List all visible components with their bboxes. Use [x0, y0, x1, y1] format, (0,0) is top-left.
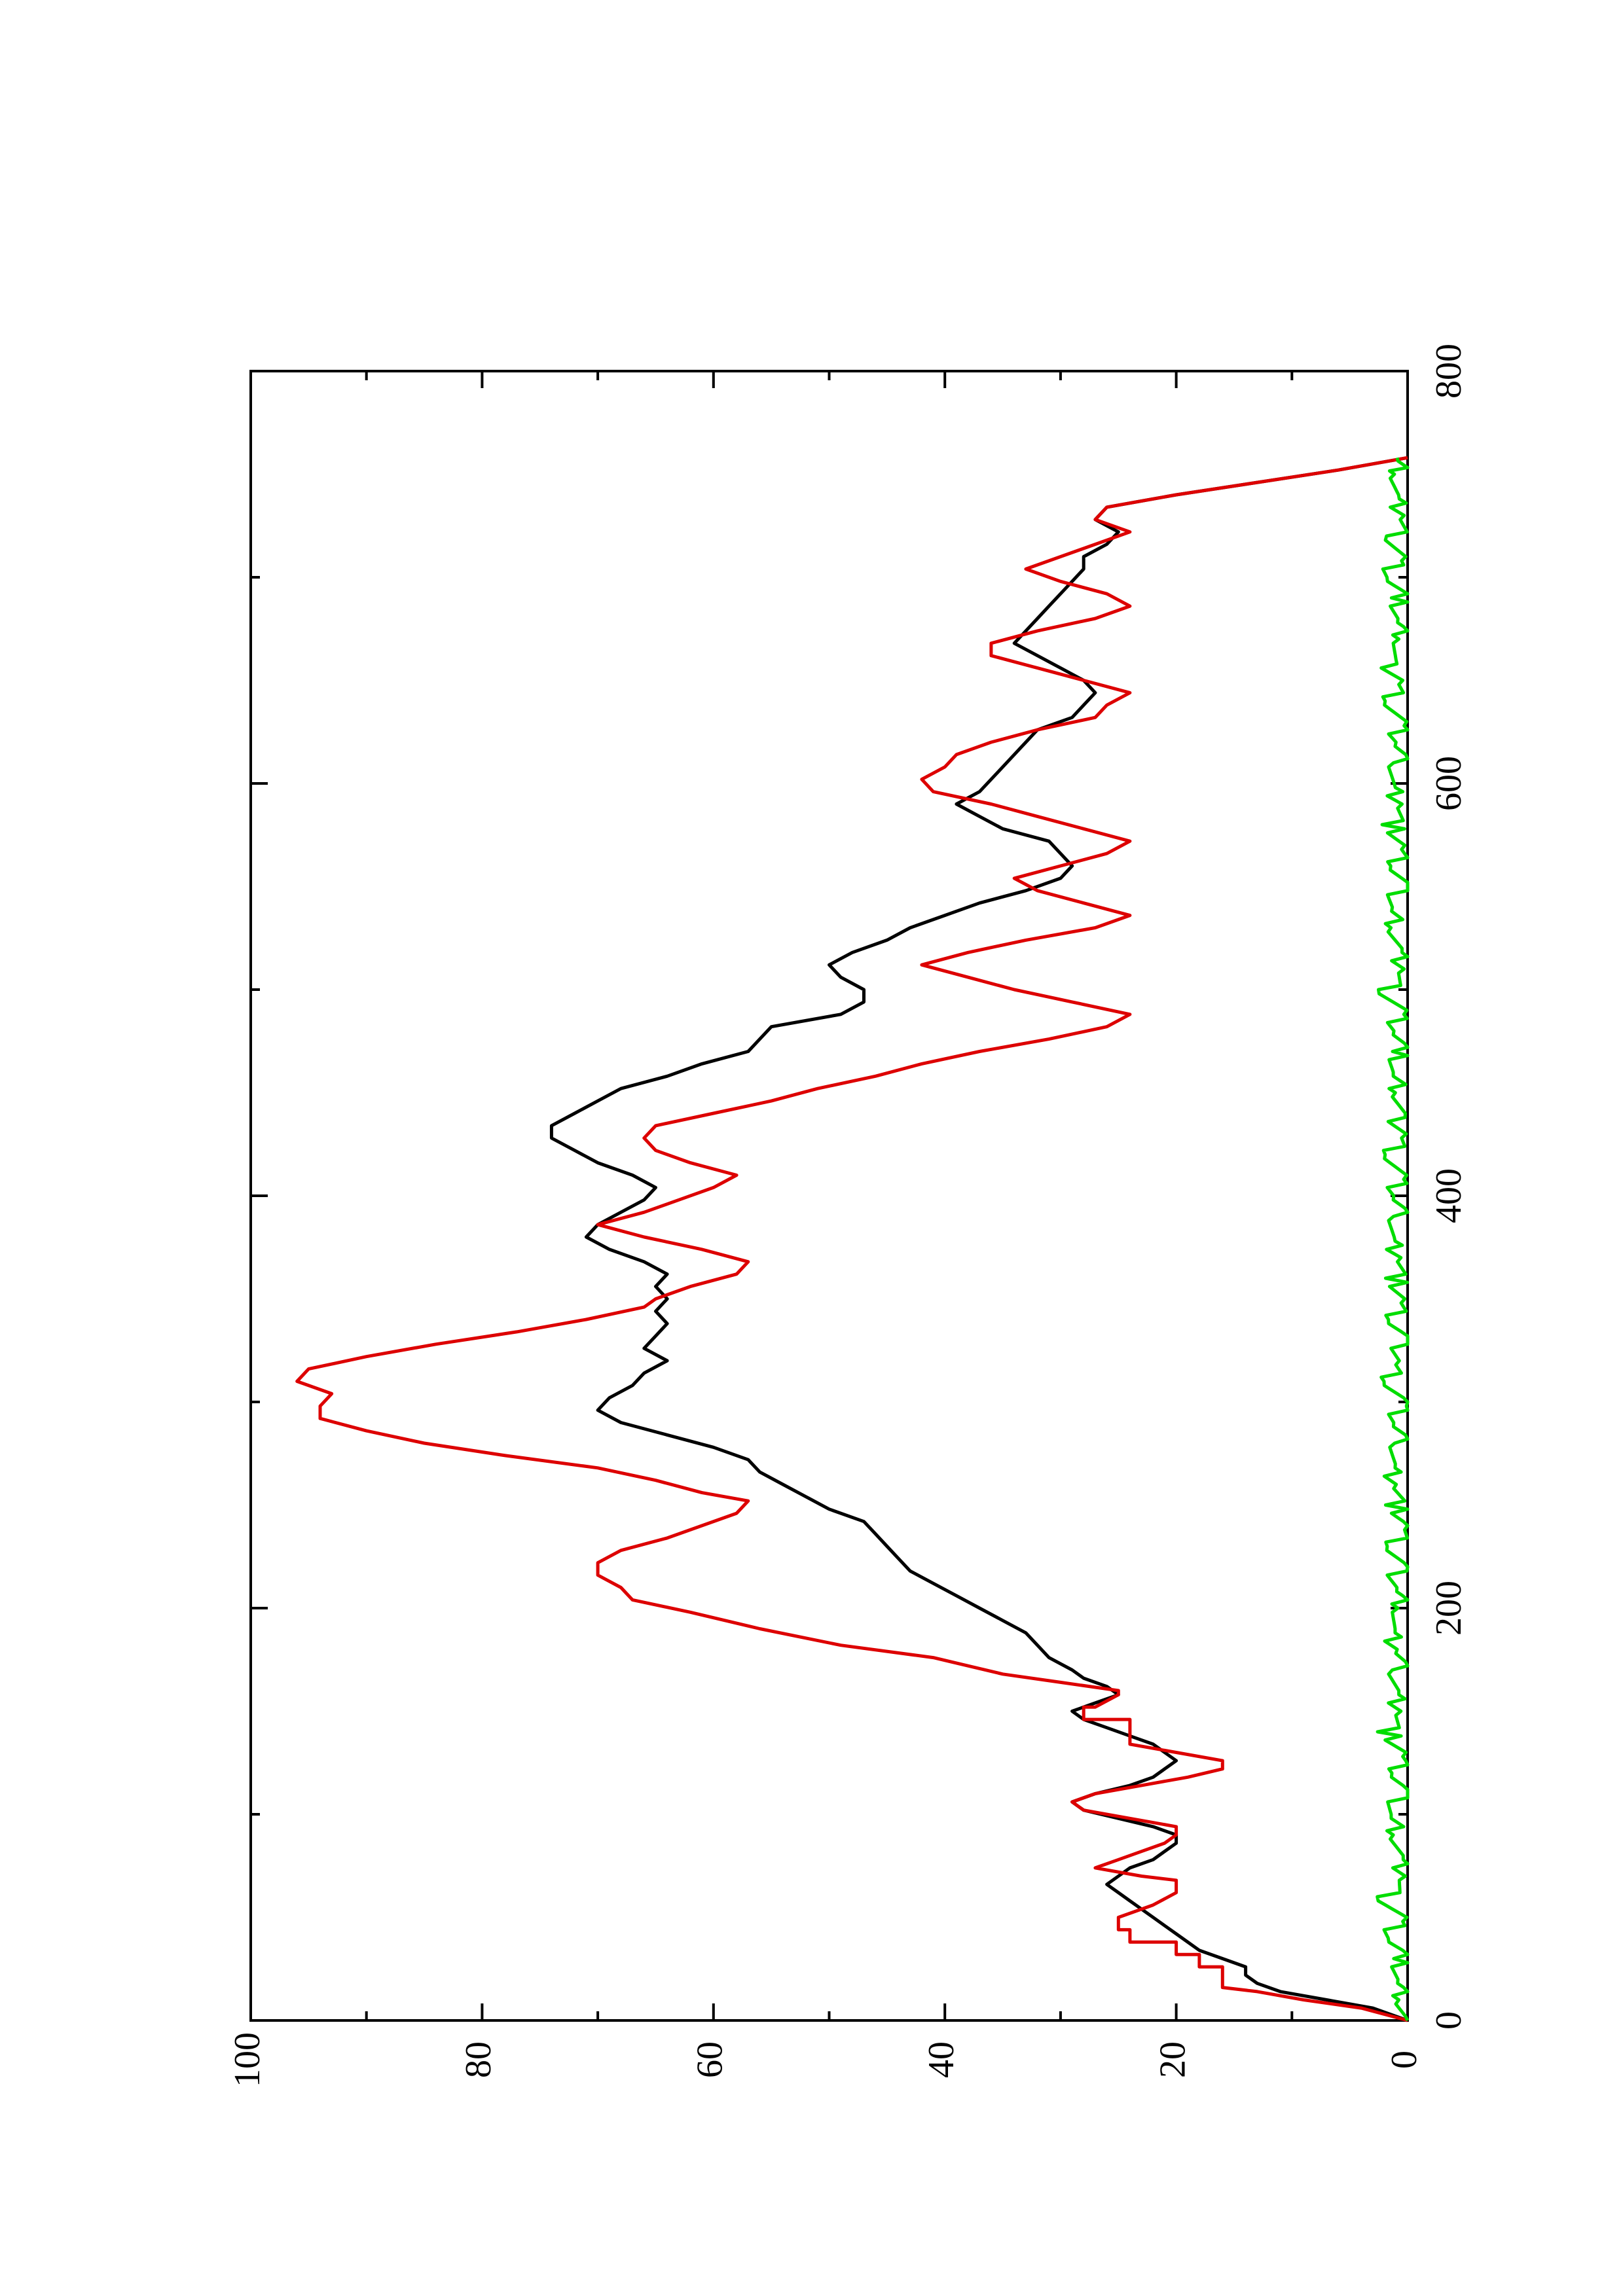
x-tick-label: 400	[1429, 1168, 1469, 1223]
y-tick-label: 20	[1152, 2041, 1193, 2078]
y-tick-label: 80	[458, 2041, 499, 2078]
series-line-black	[549, 456, 1408, 2022]
plot-area: 0 200 400 600 800 0 20 40 60 80 100	[227, 344, 1469, 2087]
y-tick-label: 60	[690, 2041, 731, 2078]
x-tick-label: 0	[1429, 2011, 1469, 2030]
x-tick-label: 600	[1429, 756, 1469, 811]
series-line-green	[1376, 457, 1410, 2022]
x-tick-label: 800	[1429, 344, 1469, 399]
plot-frame	[249, 370, 1409, 2022]
y-tick-label: 100	[227, 2032, 268, 2087]
y-tick-label: 0	[1384, 2051, 1425, 2069]
x-tick-label: 200	[1429, 1581, 1469, 1636]
series-line-red	[295, 456, 1408, 2022]
y-tick-label: 40	[921, 2041, 962, 2078]
